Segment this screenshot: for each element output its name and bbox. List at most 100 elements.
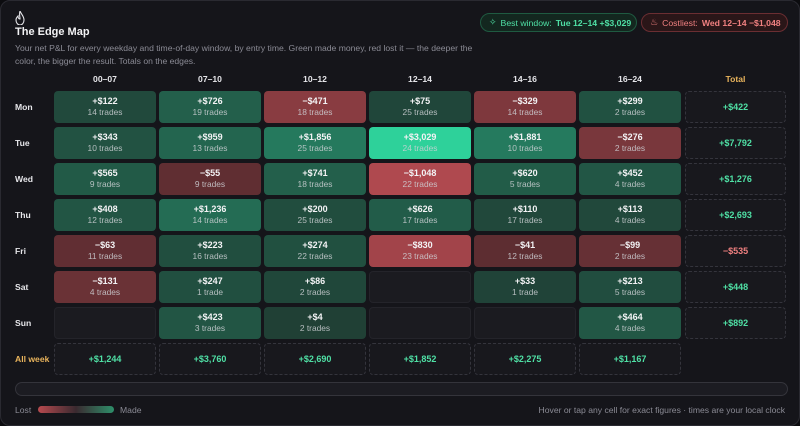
cell-trades: 9 trades: [194, 179, 226, 189]
costliest-chip[interactable]: ♨ Costliest: Wed 12–14 −$1,048: [641, 13, 788, 32]
column-header: 12–14: [408, 74, 432, 84]
row-header-sun: Sun: [15, 318, 32, 328]
cell-pnl: −$99: [619, 240, 641, 250]
heat-cell[interactable]: +$200 25 trades: [264, 199, 366, 231]
heat-cell[interactable]: +$122 14 trades: [54, 91, 156, 123]
cell-trades: 5 trades: [614, 287, 646, 297]
sparkle-icon: ✧: [489, 17, 497, 27]
row-header-sat: Sat: [15, 282, 29, 292]
best-window-label: Best window:: [500, 17, 552, 28]
cell-pnl: +$113: [617, 204, 643, 214]
heat-cell[interactable]: −$276 2 trades: [579, 127, 681, 159]
heat-cell[interactable]: +$726 19 trades: [159, 91, 261, 123]
heat-cell[interactable]: +$1,236 14 trades: [159, 199, 261, 231]
heat-cell[interactable]: −$41 12 trades: [474, 235, 576, 267]
cell-trades: 2 trades: [299, 323, 331, 333]
cell-pnl: +$726: [197, 96, 223, 106]
heat-cell[interactable]: −$55 9 trades: [159, 163, 261, 195]
row-header-mon: Mon: [15, 102, 33, 112]
heat-cell[interactable]: +$464 4 trades: [579, 307, 681, 339]
cell-pnl: +$626: [407, 204, 433, 214]
empty-cell: [369, 307, 471, 339]
cell-trades: 10 trades: [507, 143, 543, 153]
heat-cell[interactable]: +$223 16 trades: [159, 235, 261, 267]
heat-cell[interactable]: +$452 4 trades: [579, 163, 681, 195]
row-total[interactable]: +$7,792: [685, 127, 786, 159]
heat-cell[interactable]: +$626 17 trades: [369, 199, 471, 231]
cell-trades: 2 trades: [299, 287, 331, 297]
heat-cell[interactable]: +$213 5 trades: [579, 271, 681, 303]
heat-cell[interactable]: +$565 9 trades: [54, 163, 156, 195]
heat-cell[interactable]: +$423 3 trades: [159, 307, 261, 339]
row-total[interactable]: −$535: [685, 235, 786, 267]
heat-cell[interactable]: +$408 12 trades: [54, 199, 156, 231]
row-total[interactable]: +$1,276: [685, 163, 786, 195]
row-total[interactable]: +$2,693: [685, 199, 786, 231]
cell-pnl: −$329: [512, 96, 538, 106]
cell-trades: 22 trades: [402, 179, 438, 189]
heat-cell[interactable]: +$247 1 trade: [159, 271, 261, 303]
cell-trades: 14 trades: [192, 215, 228, 225]
legend-lost-label: Lost: [15, 405, 32, 415]
best-window-chip[interactable]: ✧ Best window: Tue 12–14 +$3,029: [480, 13, 637, 32]
heat-cell[interactable]: +$86 2 trades: [264, 271, 366, 303]
row-total[interactable]: +$448: [685, 271, 786, 303]
cell-trades: 17 trades: [402, 215, 438, 225]
heat-cell[interactable]: −$131 4 trades: [54, 271, 156, 303]
cell-pnl: +$200: [302, 204, 328, 214]
cell-trades: 22 trades: [297, 251, 333, 261]
empty-cell: [369, 271, 471, 303]
heat-cell[interactable]: +$959 13 trades: [159, 127, 261, 159]
cell-pnl: +$3,029: [403, 132, 437, 142]
heat-cell[interactable]: −$1,048 22 trades: [369, 163, 471, 195]
heat-cell[interactable]: −$63 11 trades: [54, 235, 156, 267]
heat-cell[interactable]: +$299 2 trades: [579, 91, 681, 123]
legend-gradient-bar: [38, 406, 114, 413]
cell-trades: 4 trades: [89, 287, 121, 297]
heat-cell[interactable]: −$329 14 trades: [474, 91, 576, 123]
heat-cell[interactable]: +$4 2 trades: [264, 307, 366, 339]
heat-cell[interactable]: +$33 1 trade: [474, 271, 576, 303]
cell-pnl: +$620: [512, 168, 538, 178]
row-total[interactable]: +$422: [685, 91, 786, 123]
cell-pnl: +$110: [512, 204, 538, 214]
heat-cell[interactable]: +$75 25 trades: [369, 91, 471, 123]
heat-cell[interactable]: +$1,881 10 trades: [474, 127, 576, 159]
all-week-total[interactable]: +$3,760: [159, 343, 261, 375]
heat-cell[interactable]: +$3,029 24 trades: [369, 127, 471, 159]
horizontal-scrollbar[interactable]: [15, 382, 788, 396]
cell-trades: 18 trades: [297, 179, 333, 189]
heat-cell[interactable]: −$830 23 trades: [369, 235, 471, 267]
cell-trades: 4 trades: [614, 215, 646, 225]
heat-cell[interactable]: +$343 10 trades: [54, 127, 156, 159]
heat-cell[interactable]: +$620 5 trades: [474, 163, 576, 195]
all-week-total[interactable]: +$1,852: [369, 343, 471, 375]
heat-cell[interactable]: +$1,856 25 trades: [264, 127, 366, 159]
row-total[interactable]: +$892: [685, 307, 786, 339]
cell-pnl: +$247: [197, 276, 223, 286]
heat-cell[interactable]: +$274 22 trades: [264, 235, 366, 267]
cell-trades: 5 trades: [509, 179, 541, 189]
heat-cell[interactable]: +$741 18 trades: [264, 163, 366, 195]
all-week-total[interactable]: +$2,690: [264, 343, 366, 375]
cell-trades: 17 trades: [507, 215, 543, 225]
all-week-total[interactable]: +$1,244: [54, 343, 156, 375]
cell-trades: 12 trades: [507, 251, 543, 261]
cell-pnl: −$471: [302, 96, 328, 106]
best-window-value: Tue 12–14 +$3,029: [555, 17, 632, 28]
heat-cell[interactable]: +$110 17 trades: [474, 199, 576, 231]
cell-pnl: −$830: [407, 240, 433, 250]
costliest-value: Wed 12–14 −$1,048: [701, 17, 781, 28]
cell-pnl: +$213: [617, 276, 643, 286]
heat-cell[interactable]: −$471 18 trades: [264, 91, 366, 123]
cell-pnl: +$223: [197, 240, 223, 250]
cell-pnl: +$452: [617, 168, 643, 178]
footer-hint: Hover or tap any cell for exact figures …: [538, 405, 785, 415]
cell-trades: 25 trades: [297, 143, 333, 153]
cell-pnl: +$423: [197, 312, 223, 322]
all-week-total[interactable]: +$1,167: [579, 343, 681, 375]
cell-pnl: −$55: [199, 168, 221, 178]
heat-cell[interactable]: −$99 2 trades: [579, 235, 681, 267]
heat-cell[interactable]: +$113 4 trades: [579, 199, 681, 231]
all-week-total[interactable]: +$2,275: [474, 343, 576, 375]
